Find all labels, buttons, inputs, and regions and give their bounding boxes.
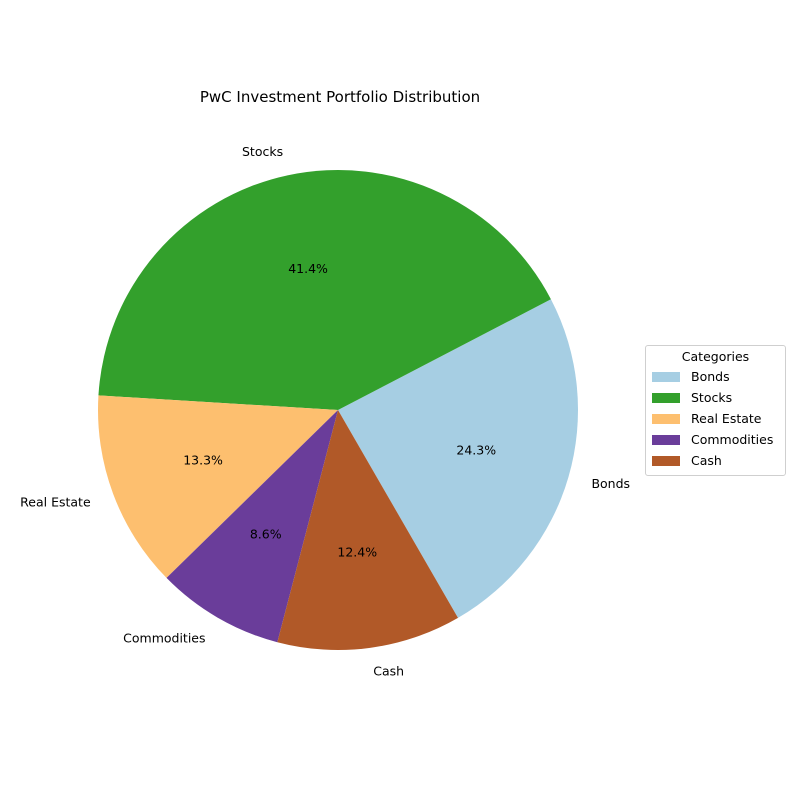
chart-title: PwC Investment Portfolio Distribution [200, 88, 480, 106]
legend-item-commodities: Commodities [652, 429, 779, 450]
pie-slices [98, 170, 578, 650]
legend-label: Cash [691, 453, 722, 468]
pie-slice-stocks [98, 170, 551, 410]
slice-percent-cash: 12.4% [337, 545, 377, 560]
legend-items: Bonds Stocks Real Estate Commodities Cash [652, 366, 779, 471]
legend-item-stocks: Stocks [652, 387, 779, 408]
legend-label: Commodities [691, 432, 774, 447]
legend: Categories Bonds Stocks Real Estate Commodi… [645, 345, 786, 476]
legend-swatch [652, 455, 680, 466]
slice-labels: Bonds 24.3% Stocks 41.4% Real Estate 13.3% Com… [20, 144, 630, 679]
slice-label-bonds: Bonds [591, 476, 630, 491]
slice-label-commodities: Commodities [123, 630, 205, 645]
legend-item-cash: Cash [652, 450, 779, 471]
legend-swatch [652, 413, 680, 424]
pie-slice-cash [277, 410, 458, 650]
legend-label: Stocks [691, 390, 733, 405]
pie-slice-real-estate [98, 395, 338, 578]
slice-label-real-estate: Real Estate [20, 494, 91, 509]
legend-item-real-estate: Real Estate [652, 408, 779, 429]
legend-label: Bonds [691, 369, 730, 384]
legend-item-bonds: Bonds [652, 366, 779, 387]
legend-swatch [652, 392, 680, 403]
slice-label-stocks: Stocks [242, 144, 283, 159]
legend-swatch [652, 434, 680, 445]
slice-percent-bonds: 24.3% [456, 442, 496, 457]
slice-percent-real-estate: 13.3% [183, 452, 223, 467]
slice-percent-commodities: 8.6% [250, 527, 282, 542]
slice-percent-stocks: 41.4% [288, 261, 328, 276]
legend-label: Real Estate [691, 411, 762, 426]
legend-title: Categories [681, 349, 750, 364]
pie-slice-commodities [166, 410, 338, 643]
slice-label-cash: Cash [373, 664, 404, 679]
legend-swatch [652, 371, 680, 382]
pie-slice-bonds [338, 299, 578, 618]
